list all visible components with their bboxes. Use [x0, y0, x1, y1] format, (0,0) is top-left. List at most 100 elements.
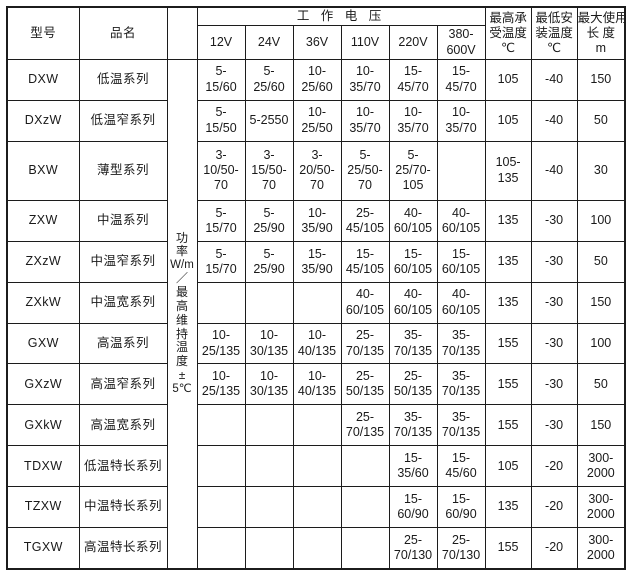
cell-v110: 10- 35/70 — [340, 58, 390, 101]
cell-max-withstand-temp: 135 — [484, 240, 532, 283]
cell-v24 — [244, 486, 294, 528]
table-row: TGXW 高温特长系列 25- 70/130 25- 70/130 155 -20 300-… — [6, 526, 626, 570]
cell-max-use-length: 50 — [576, 99, 626, 142]
cell-product-name: 低温窄系列 — [78, 99, 168, 142]
cell-v36 — [292, 526, 342, 570]
vertical-label-char: ± — [178, 368, 186, 383]
cell-min-install-temp: -40 — [530, 58, 578, 101]
cell-min-install-temp: -30 — [530, 322, 578, 365]
cell-v24: 5- 25/90 — [244, 240, 294, 283]
cell-v110 — [340, 486, 390, 528]
table-header: 型号 品名 工 作 电 压 最高承 受温度 ℃ 最低安 装温度 ℃ 最大使用 长… — [6, 6, 626, 60]
header-voltage-24v: 24V — [244, 25, 294, 60]
cell-v12 — [196, 404, 246, 447]
cell-max-use-length: 300- 2000 — [576, 445, 626, 488]
table-body: DXW 低温系列功率 W/m ／最高维持温度 ±5℃ 5- 15/60 5- 25/60 10… — [6, 58, 626, 570]
cell-v24: 5- 25/60 — [244, 58, 294, 101]
cell-v12: 5- 15/60 — [196, 58, 246, 101]
cell-v24 — [244, 281, 294, 324]
cell-v110: 25- 70/135 — [340, 322, 390, 365]
cell-max-withstand-temp: 155 — [484, 322, 532, 365]
cell-v220: 25- 70/130 — [388, 526, 438, 570]
cell-product-name: 中温特长系列 — [78, 486, 168, 528]
cell-product-name: 高温宽系列 — [78, 404, 168, 447]
cell-v36 — [292, 404, 342, 447]
cell-min-install-temp: -20 — [530, 486, 578, 528]
cell-v380: 35- 70/135 — [436, 322, 486, 365]
cell-max-use-length: 150 — [576, 281, 626, 324]
header-product-name: 品名 — [78, 6, 168, 60]
cell-v380: 40- 60/105 — [436, 281, 486, 324]
cell-max-use-length: 150 — [576, 404, 626, 447]
cell-v36: 3- 20/50- 70 — [292, 140, 342, 201]
cell-v36 — [292, 445, 342, 488]
cell-v380: 15- 60/105 — [436, 240, 486, 283]
vertical-axis-label: 功率 W/m ／最高维持温度 ±5℃ — [166, 58, 198, 570]
header-voltage-220v: 220V — [388, 25, 438, 60]
cell-v12: 10- 25/135 — [196, 363, 246, 406]
cell-v36: 10- 40/135 — [292, 322, 342, 365]
header-max-use-length: 最大使用 长 度 m — [576, 6, 626, 60]
cell-model: TGXW — [6, 526, 80, 570]
cell-v12: 5- 15/50 — [196, 99, 246, 142]
vertical-label-char: ／ — [175, 271, 188, 286]
cell-v380: 10- 35/70 — [436, 99, 486, 142]
cell-v380: 15- 60/90 — [436, 486, 486, 528]
vertical-label-char: 最 — [175, 285, 188, 300]
cell-v110: 25- 45/105 — [340, 199, 390, 242]
cell-v12 — [196, 445, 246, 488]
table-row: GXW 高温系列 10- 25/135 10- 30/135 10- 40/135 25-… — [6, 322, 626, 365]
cell-v220: 25- 50/135 — [388, 363, 438, 406]
cell-v220: 15- 60/90 — [388, 486, 438, 528]
cell-product-name: 高温系列 — [78, 322, 168, 365]
cell-max-withstand-temp: 135 — [484, 199, 532, 242]
cell-v110: 10- 35/70 — [340, 99, 390, 142]
cell-v380: 35- 70/135 — [436, 363, 486, 406]
cell-product-name: 高温窄系列 — [78, 363, 168, 406]
cell-v24 — [244, 526, 294, 570]
cell-model: TDXW — [6, 445, 80, 488]
cell-model: DXW — [6, 58, 80, 101]
cell-min-install-temp: -30 — [530, 281, 578, 324]
cell-product-name: 薄型系列 — [78, 140, 168, 201]
table-row: TDXW 低温特长系列 15- 35/60 15- 45/60 105 -20 300- 2… — [6, 445, 626, 488]
header-max-withstand-temp: 最高承 受温度 ℃ — [484, 6, 532, 60]
header-row-group: 型号 品名 工 作 电 压 最高承 受温度 ℃ 最低安 装温度 ℃ 最大使用 长… — [6, 6, 626, 60]
vertical-label-char: 高 — [175, 299, 188, 314]
cell-v36: 15- 35/90 — [292, 240, 342, 283]
cell-max-use-length: 100 — [576, 199, 626, 242]
table-row: GXkW 高温宽系列 25- 70/135 35- 70/135 35- 70/135 1… — [6, 404, 626, 447]
table-row: GXzW 高温窄系列 10- 25/135 10- 30/135 10- 40/135 2… — [6, 363, 626, 406]
cell-max-withstand-temp: 135 — [484, 281, 532, 324]
cell-model: ZXzW — [6, 240, 80, 283]
cell-max-use-length: 300- 2000 — [576, 486, 626, 528]
cell-product-name: 中温系列 — [78, 199, 168, 242]
cell-v220: 15- 45/70 — [388, 58, 438, 101]
header-voltage-110v: 110V — [340, 25, 390, 60]
table-row: BXW 薄型系列 3- 10/50- 70 3- 15/50- 70 3- 20/50-… — [6, 140, 626, 201]
cell-v36: 10- 40/135 — [292, 363, 342, 406]
table-row: ZXkW 中温宽系列 40- 60/105 40- 60/105 40- 60/105 1… — [6, 281, 626, 324]
cell-max-withstand-temp: 105- 135 — [484, 140, 532, 201]
cell-v220: 10- 35/70 — [388, 99, 438, 142]
cell-model: GXW — [6, 322, 80, 365]
cell-v220: 15- 35/60 — [388, 445, 438, 488]
table-row: TZXW 中温特长系列 15- 60/90 15- 60/90 135 -20 300- 2… — [6, 486, 626, 528]
cell-v12: 5- 15/70 — [196, 240, 246, 283]
header-working-voltage: 工 作 电 压 — [196, 6, 486, 27]
cell-product-name: 中温窄系列 — [78, 240, 168, 283]
vertical-label-char: 功 — [175, 230, 188, 245]
cell-v380: 40- 60/105 — [436, 199, 486, 242]
cell-product-name: 高温特长系列 — [78, 526, 168, 570]
cell-v110: 15- 45/105 — [340, 240, 390, 283]
cell-max-use-length: 50 — [576, 240, 626, 283]
cell-max-withstand-temp: 155 — [484, 404, 532, 447]
cell-min-install-temp: -30 — [530, 404, 578, 447]
cell-v380: 15- 45/60 — [436, 445, 486, 488]
cell-product-name: 低温系列 — [78, 58, 168, 101]
cell-min-install-temp: -30 — [530, 199, 578, 242]
cell-model: BXW — [6, 140, 80, 201]
heating-cable-spec-table: 型号 品名 工 作 电 压 最高承 受温度 ℃ 最低安 装温度 ℃ 最大使用 长… — [6, 6, 627, 570]
cell-v380: 25- 70/130 — [436, 526, 486, 570]
